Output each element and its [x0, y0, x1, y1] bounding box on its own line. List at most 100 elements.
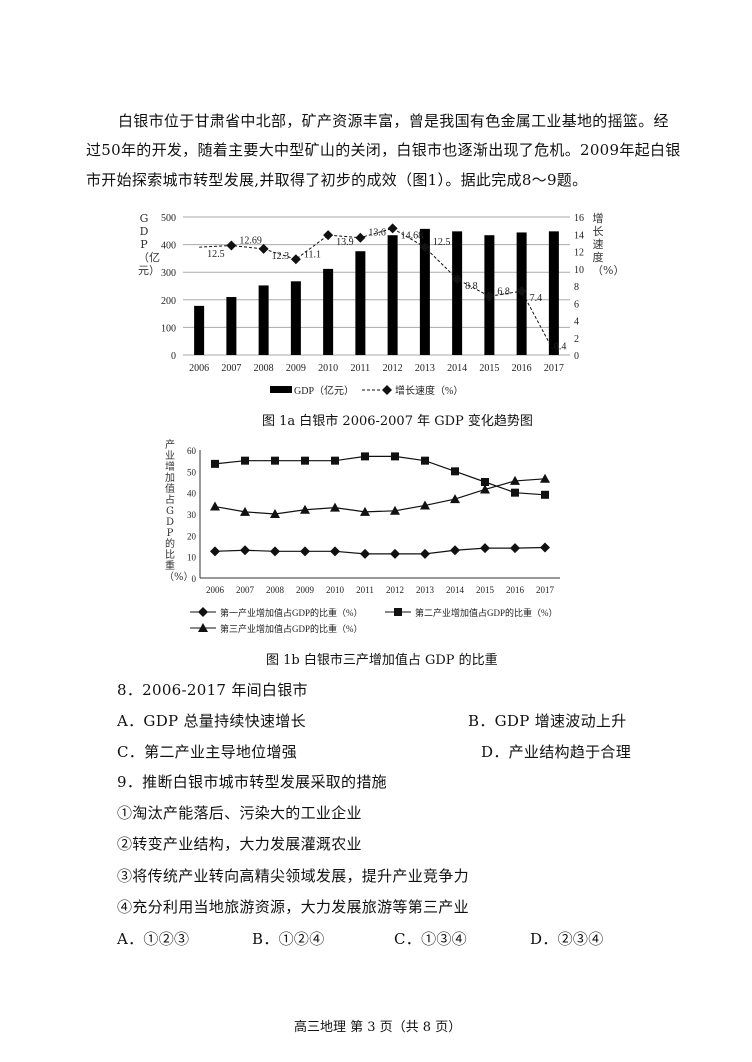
- series-point: [391, 452, 399, 461]
- gdp-bar: [387, 235, 398, 355]
- series-line: [214, 546, 546, 555]
- x-tick-label: 2006: [189, 363, 209, 374]
- legend-label: 第三产业增加值占GDP的比重（%）: [220, 623, 363, 634]
- series-point: [301, 456, 309, 465]
- series-line: [214, 455, 546, 496]
- series-point: [330, 546, 340, 557]
- series-point: [450, 545, 460, 556]
- x-tick-label: 2013: [415, 363, 435, 374]
- q9-stem: 9．推断白银市城市转型发展采取的措施: [117, 773, 387, 791]
- figure-1a-caption: 图 1a 白银市 2006-2007 年 GDP 变化趋势图: [262, 414, 533, 429]
- x-tick-label: 2009: [286, 363, 306, 374]
- series-point: [451, 467, 459, 476]
- series-point: [271, 456, 279, 465]
- legend-label: 第一产业增加值占GDP的比重（%）: [220, 607, 363, 618]
- growth-data-label: 8.8: [465, 281, 478, 292]
- series-point: [510, 543, 520, 554]
- growth-data-label: 14.68: [401, 230, 424, 241]
- x-tick-label: 2010: [326, 585, 345, 595]
- series-point: [481, 478, 489, 486]
- q9-item-3: ③将传统产业转向高精尖领域发展，提升产业竞争力: [117, 867, 469, 885]
- q9-item-2: ②转变产业结构，大力发展灌溉农业: [117, 835, 362, 853]
- series-point: [420, 548, 430, 559]
- left-tick-label: 0: [171, 351, 176, 362]
- x-tick-label: 2015: [479, 363, 499, 374]
- series-point: [390, 505, 400, 515]
- intro-line-3: 市开始探索城市转型发展,并取得了初步的成效（图1）。据此完成8～9题。: [86, 171, 588, 189]
- q9-option-b: B．①②④: [252, 930, 325, 948]
- series-point: [540, 473, 550, 483]
- growth-data-label: 12.5: [433, 237, 451, 248]
- growth-point: [516, 286, 527, 297]
- gdp-bar: [290, 281, 301, 355]
- right-tick-label: 16: [574, 213, 584, 224]
- gdp-bar: [452, 231, 463, 355]
- left-tick-label: 100: [161, 323, 176, 334]
- y-tick-label: 40: [187, 489, 197, 499]
- q9-item-1: ①淘汰产能落后、污染大的工业企业: [117, 804, 362, 822]
- y-tick-label: 0: [192, 574, 197, 584]
- series-point: [511, 488, 519, 497]
- series-point: [541, 490, 549, 499]
- growth-point: [258, 243, 269, 254]
- gdp-chart: 0 100 200 300 400 500 0 2 4 6 8 10 12 14 16 2006 2007 200…: [161, 213, 584, 397]
- gdp-bar: [323, 268, 334, 355]
- series-line: [214, 478, 546, 515]
- growth-point: [355, 232, 366, 243]
- series-point: [421, 456, 429, 465]
- growth-point: [290, 254, 301, 265]
- intro-line-2: 过50年的开发，随着主要大中型矿山的关闭，白银市也逐渐出现了危机。2009年起白…: [86, 141, 681, 159]
- growth-data-label: 12.3: [272, 251, 290, 262]
- q8-option-b: B．GDP 增速波动上升: [468, 712, 627, 730]
- series-point: [360, 506, 370, 516]
- right-tick-label: 0: [574, 351, 579, 362]
- growth-data-label: 0.4: [554, 342, 567, 353]
- series-point: [390, 548, 400, 559]
- growth-point: [323, 230, 334, 241]
- x-tick-label: 2009: [296, 585, 315, 595]
- growth-data-label: 11.1: [304, 249, 321, 260]
- gdp-left-axis-title: GDP（亿元）: [138, 212, 160, 277]
- growth-data-label: 12.69: [239, 236, 262, 247]
- legend-growth-label: 增长速度（%）: [395, 384, 463, 397]
- legend-gdp-swatch: [270, 386, 292, 393]
- left-tick-label: 500: [161, 213, 176, 224]
- right-tick-label: 2: [574, 334, 579, 345]
- series-point: [270, 509, 280, 518]
- x-tick-label: 2008: [266, 585, 285, 595]
- x-tick-label: 2012: [386, 585, 404, 595]
- series-point: [330, 502, 340, 512]
- growth-point: [484, 291, 495, 302]
- x-tick-label: 2012: [383, 363, 403, 374]
- growth-data-label: 6.8: [497, 286, 510, 297]
- q9-option-c: C．①③④: [394, 930, 467, 948]
- growth-data-label: 12.5: [207, 249, 225, 260]
- series-point: [420, 500, 430, 510]
- series-point: [211, 459, 219, 468]
- gdp-bar: [419, 228, 430, 355]
- x-tick-label: 2010: [318, 363, 338, 374]
- growth-data-label: 7.4: [530, 293, 543, 304]
- series-point: [240, 545, 250, 556]
- gdp-bar: [355, 251, 366, 355]
- intro-line-1: 白银市位于甘肃省中北部，矿产资源丰富，曾是我国有色金属工业基地的摇篮。经: [118, 112, 669, 130]
- series-point: [300, 546, 310, 557]
- q9-option-d: D．②③④: [530, 930, 604, 948]
- series-point: [540, 542, 550, 553]
- x-tick-label: 2007: [236, 585, 255, 595]
- x-tick-label: 2014: [446, 585, 465, 595]
- y-tick-label: 10: [187, 553, 197, 563]
- series-point: [210, 546, 220, 557]
- series-point: [300, 504, 310, 514]
- figure-1b-caption: 图 1b 白银市三产增加值占 GDP 的比重: [266, 653, 498, 668]
- series-point: [270, 546, 280, 557]
- q8-option-a: A．GDP 总量持续快速增长: [117, 712, 306, 730]
- left-tick-label: 200: [161, 296, 176, 307]
- left-tick-label: 400: [161, 241, 176, 252]
- legend-growth-marker: [382, 385, 392, 395]
- series-point: [361, 452, 369, 461]
- x-tick-label: 2017: [544, 363, 564, 374]
- x-tick-label: 2011: [356, 585, 374, 595]
- right-tick-label: 4: [574, 317, 579, 328]
